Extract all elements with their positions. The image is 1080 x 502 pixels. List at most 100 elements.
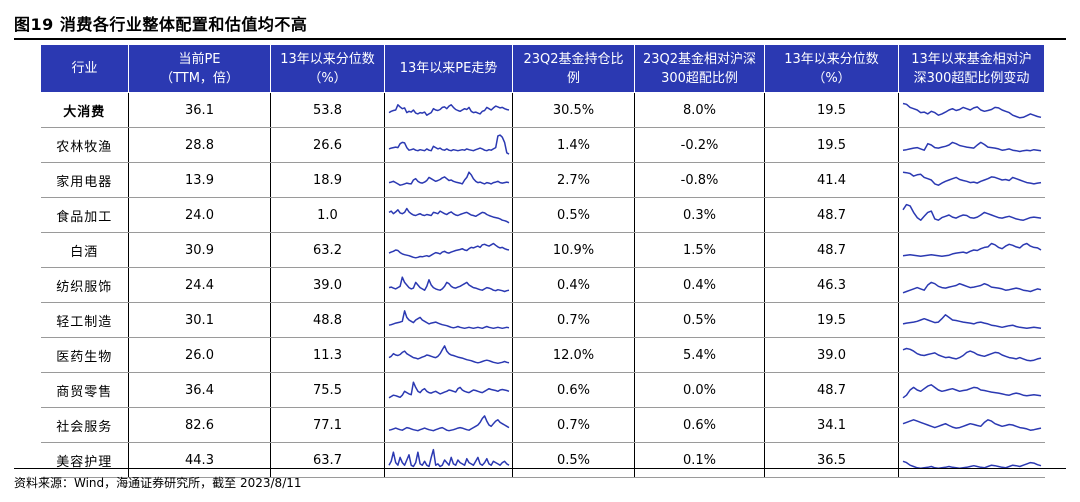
sparkline (902, 281, 1041, 294)
cell-relative-percentile: 34.1 (764, 407, 899, 443)
cell-relative-overweight: -0.2% (634, 127, 765, 163)
cell-relative-trend (898, 372, 1045, 408)
header-row: 行业 当前PE （TTM，倍） 13年以来分位数 （%） 13年以来PE走势 23Q… (40, 44, 1045, 93)
cell-relative-percentile: 36.5 (764, 442, 899, 478)
sparkline (902, 141, 1041, 153)
cell-fund-holding: 0.5% (512, 442, 635, 478)
cell-relative-percentile: 39.0 (764, 337, 899, 373)
table-row: 食品加工 24.0 1.0 0.5% 0.3% 48.7 (40, 197, 1045, 233)
cell-pe-trend (384, 372, 513, 408)
cell-industry: 美容护理 (40, 442, 129, 478)
header-pe-pct-line1: 13年以来分位数 (280, 51, 375, 67)
header-relative-overweight: 23Q2基金相对沪深 300超配比例 (634, 44, 765, 93)
cell-industry: 社会服务 (40, 407, 129, 443)
cell-fund-holding: 12.0% (512, 337, 635, 373)
header-pe-trend-label: 13年以来PE走势 (399, 61, 498, 76)
cell-industry: 白酒 (40, 232, 129, 268)
header-rel-pct-line2: （%） (812, 70, 851, 86)
cell-relative-overweight: 0.0% (634, 372, 765, 408)
cell-relative-trend (898, 302, 1045, 338)
cell-pe-trend (384, 197, 513, 233)
sparkline (388, 381, 509, 399)
cell-pe-percentile: 63.7 (270, 442, 385, 478)
cell-pe-trend (384, 267, 513, 303)
sparkline (388, 345, 509, 365)
header-pe: 当前PE （TTM，倍） (128, 44, 271, 93)
source-note: 资料来源：Wind，海通证券研究所，截至 2023/8/11 (14, 476, 302, 490)
table-row: 轻工制造 30.1 48.8 0.7% 0.5% 19.5 (40, 302, 1045, 338)
sparkline-series (388, 310, 509, 330)
cell-industry: 食品加工 (40, 197, 129, 233)
cell-pe: 36.1 (128, 92, 271, 128)
cell-relative-percentile: 48.7 (764, 197, 899, 233)
header-industry: 行业 (40, 44, 129, 93)
sparkline-series (388, 104, 509, 116)
cell-industry: 商贸零售 (40, 372, 129, 408)
table-row: 家用电器 13.9 18.9 2.7% -0.8% 41.4 (40, 162, 1045, 198)
cell-pe-trend (384, 302, 513, 338)
cell-industry: 大消费 (40, 92, 129, 128)
cell-relative-percentile: 19.5 (764, 92, 899, 128)
cell-pe-percentile: 18.9 (270, 162, 385, 198)
sparkline (902, 102, 1041, 119)
header-pe-pct-line2: （%） (308, 70, 347, 86)
table-row: 美容护理 44.3 63.7 0.5% 0.1% 36.5 (40, 442, 1045, 478)
sparkline (902, 347, 1041, 362)
sparkline-series (902, 314, 1041, 330)
sparkline-series (902, 347, 1041, 362)
cell-relative-trend (898, 407, 1045, 443)
sparkline (902, 314, 1041, 330)
cell-relative-trend (898, 267, 1045, 303)
sparkline (388, 276, 509, 293)
cell-relative-percentile: 48.7 (764, 232, 899, 268)
cell-pe-trend (384, 337, 513, 373)
table-row: 医药生物 26.0 11.3 12.0% 5.4% 39.0 (40, 337, 1045, 373)
cell-relative-trend (898, 197, 1045, 233)
header-pe-trend: 13年以来PE走势 (384, 44, 513, 93)
cell-fund-holding: 30.5% (512, 92, 635, 128)
cell-fund-holding: 0.4% (512, 267, 635, 303)
cell-pe-trend (384, 407, 513, 443)
sparkline-series (388, 171, 509, 186)
cell-pe-trend (384, 127, 513, 163)
cell-pe-percentile: 53.8 (270, 92, 385, 128)
cell-industry: 纺织服饰 (40, 267, 129, 303)
header-industry-label: 行业 (71, 61, 98, 76)
table-body: 大消费 36.1 53.8 30.5% 8.0% 19.5 农林牧渔 28.8 26.6 1.4%… (40, 92, 1045, 478)
cell-pe-trend (384, 442, 513, 478)
cell-pe-percentile: 26.6 (270, 127, 385, 163)
title-rule (14, 38, 1066, 40)
cell-pe: 24.4 (128, 267, 271, 303)
cell-fund-holding: 0.7% (512, 407, 635, 443)
cell-relative-overweight: 0.1% (634, 442, 765, 478)
sparkline (388, 415, 509, 432)
sparkline (388, 171, 509, 186)
header-pe-percentile: 13年以来分位数 （%） (270, 44, 385, 93)
source-rule (14, 468, 1066, 469)
sparkline (388, 242, 509, 259)
cell-relative-trend (898, 162, 1045, 198)
cell-pe: 82.6 (128, 407, 271, 443)
cell-pe-percentile: 1.0 (270, 197, 385, 233)
header-relative-percentile: 13年以来分位数 （%） (764, 44, 899, 93)
cell-pe: 28.8 (128, 127, 271, 163)
cell-industry: 医药生物 (40, 337, 129, 373)
table-row: 大消费 36.1 53.8 30.5% 8.0% 19.5 (40, 92, 1045, 128)
sparkline-series (902, 281, 1041, 294)
cell-pe-percentile: 63.2 (270, 232, 385, 268)
sparkline (387, 448, 509, 468)
cell-relative-trend (898, 127, 1045, 163)
sparkline-series (902, 460, 1041, 470)
cell-pe: 36.4 (128, 372, 271, 408)
cell-pe: 26.0 (128, 337, 271, 373)
cell-pe-percentile: 75.5 (270, 372, 385, 408)
cell-fund-holding: 0.5% (512, 197, 635, 233)
sparkline-series (388, 415, 509, 432)
sparkline-series (388, 134, 509, 155)
header-rel-trend-line2: 深300超配比例变动 (913, 70, 1030, 86)
cell-relative-percentile: 46.3 (764, 267, 899, 303)
header-hold-line1: 23Q2基金持仓比 (523, 51, 624, 67)
cell-relative-overweight: 0.4% (634, 267, 765, 303)
cell-pe-trend (384, 232, 513, 268)
sparkline (902, 203, 1041, 221)
